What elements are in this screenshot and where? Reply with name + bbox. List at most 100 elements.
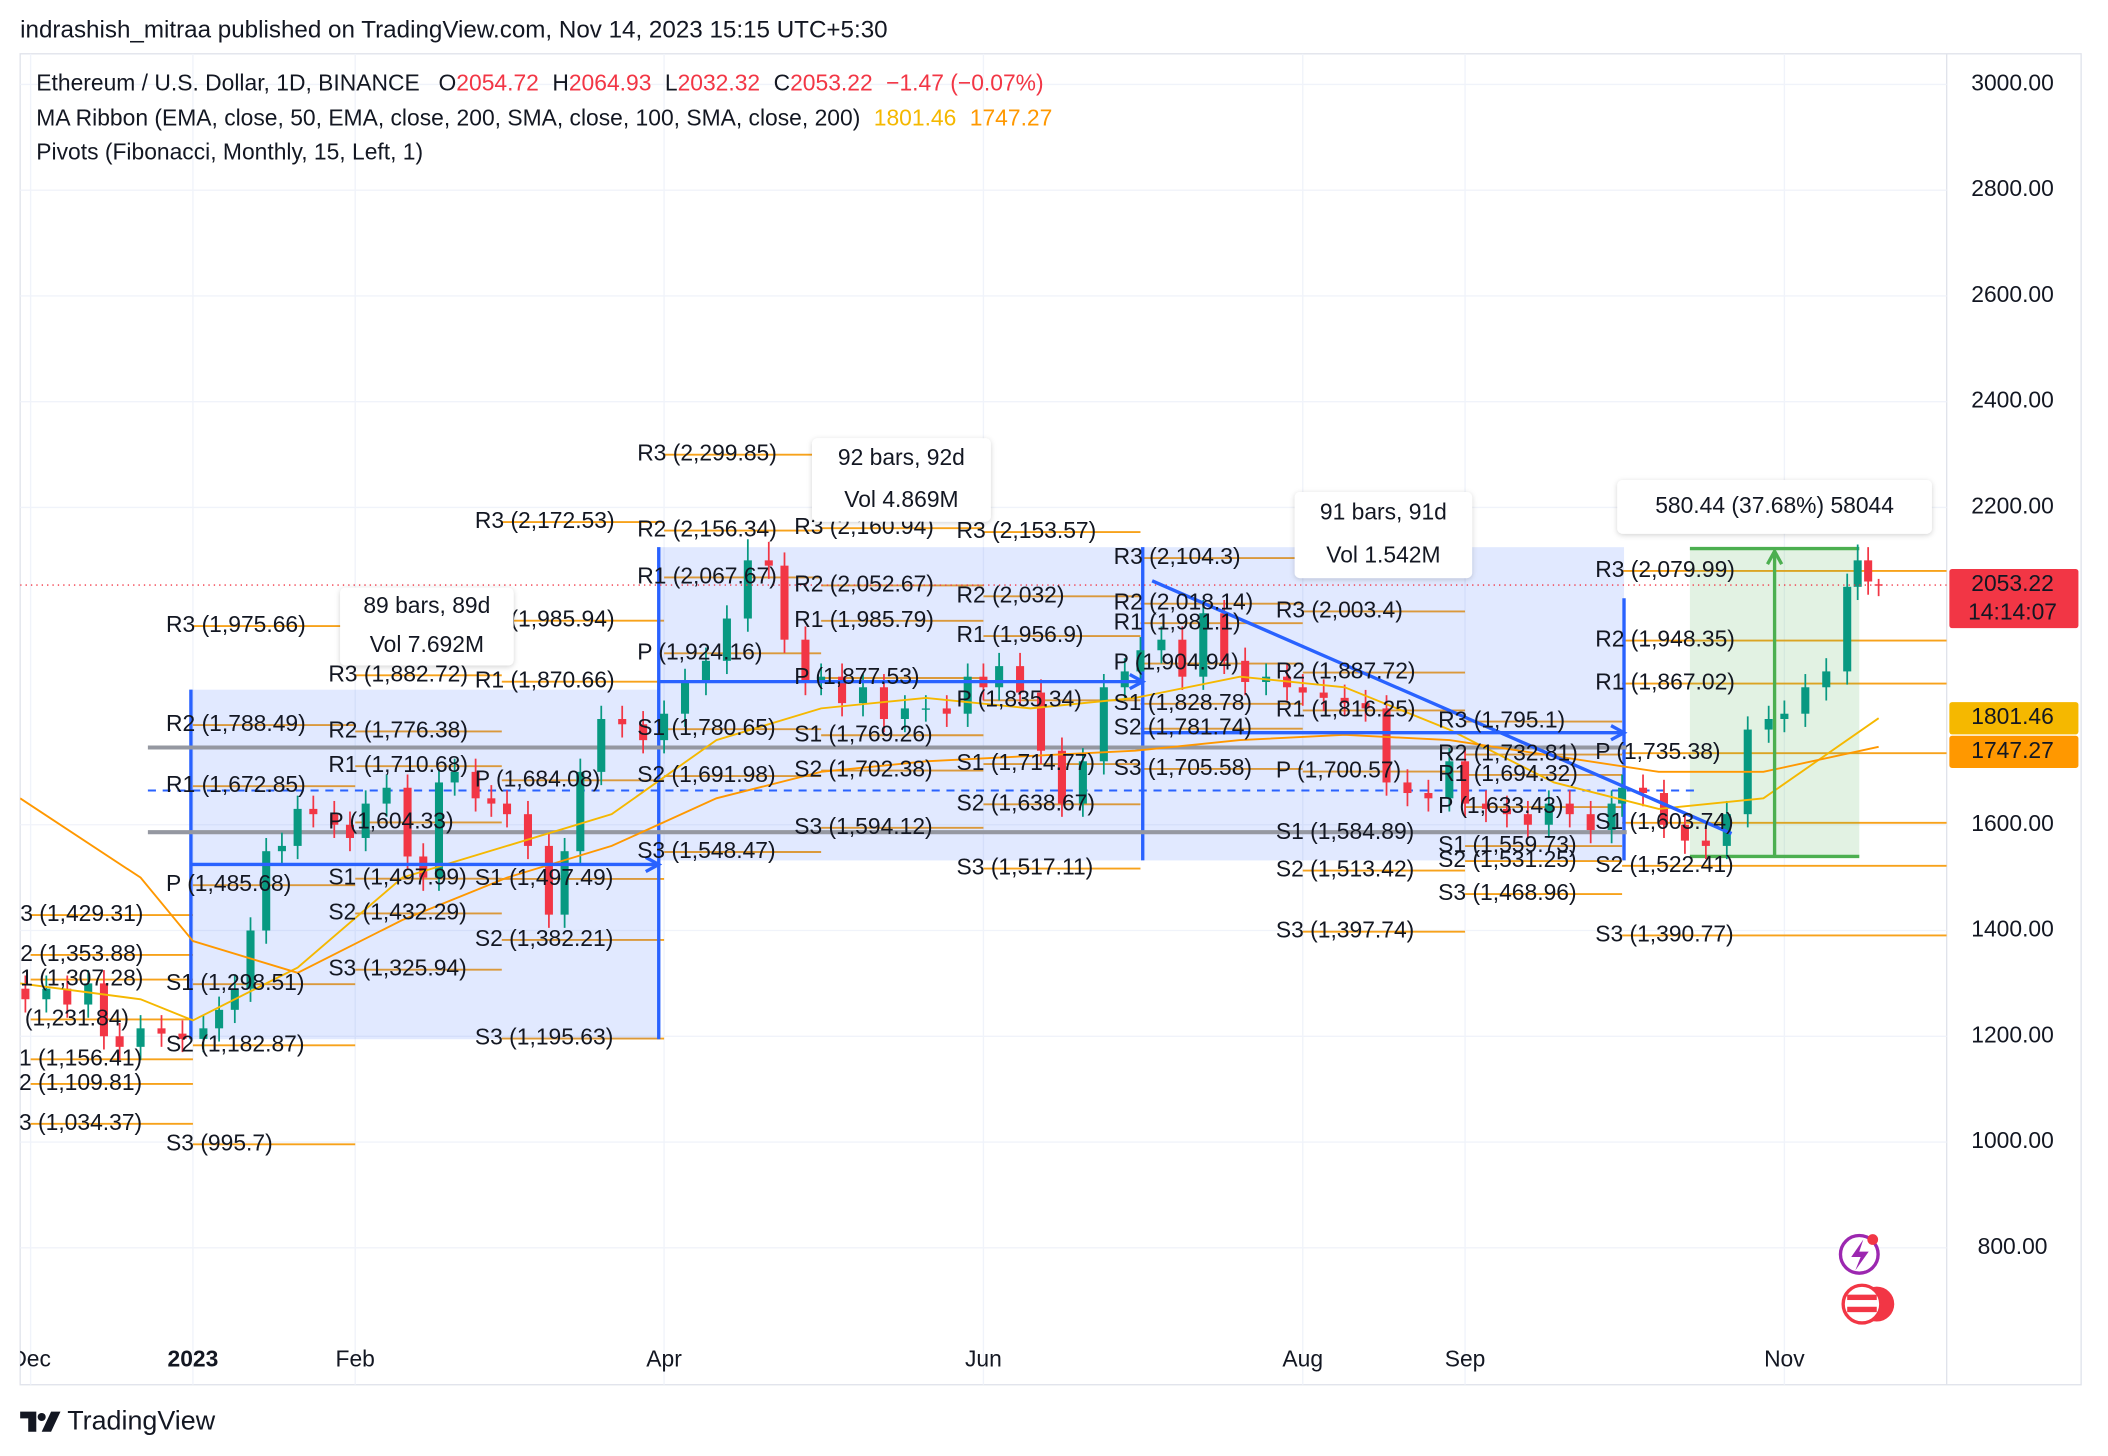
ma-price-label: 1747.27 bbox=[1971, 737, 2054, 763]
candle-body bbox=[995, 666, 1004, 688]
candle-body bbox=[1701, 840, 1710, 846]
pivot-label: S2 (1,702.38) bbox=[794, 756, 932, 782]
publisher: indrashish_mitraa published on TradingVi… bbox=[20, 16, 887, 43]
candle-body bbox=[1424, 793, 1433, 799]
candle-body bbox=[560, 851, 569, 915]
ohlc-value: 2053.22 bbox=[790, 70, 873, 96]
pivot-label: P (1,633.43) bbox=[1438, 792, 1563, 818]
candle-body bbox=[1822, 671, 1831, 688]
candle-body bbox=[1382, 708, 1391, 783]
candle-body bbox=[963, 676, 972, 714]
measure-bars: 89 bars, 89d bbox=[363, 592, 490, 618]
candle-body bbox=[1544, 803, 1553, 825]
pivot-label: R3 (1,975.66) bbox=[166, 611, 306, 637]
pivot-label: S3 (1,195.63) bbox=[475, 1024, 613, 1050]
candle-body bbox=[1565, 803, 1574, 815]
pivot-label: R1 (1,981.1) bbox=[1114, 608, 1241, 634]
brand-logo bbox=[20, 1411, 61, 1432]
pivot-label: R3 (1,429.31) bbox=[4, 900, 144, 926]
candle-body bbox=[309, 808, 318, 815]
pivot-label: R1 (1,870.66) bbox=[475, 667, 615, 693]
pivot-label: S3 (1,594.12) bbox=[794, 813, 932, 839]
candle-body bbox=[660, 713, 669, 741]
pivot-label: S3 (1,705.58) bbox=[1114, 754, 1252, 780]
candle-body bbox=[780, 565, 789, 640]
candle-body bbox=[487, 798, 496, 804]
y-tick-label: 3000.00 bbox=[1971, 69, 2054, 95]
pivot-label: S1 (1,497.49) bbox=[475, 864, 613, 890]
ohlc-value: 2032.32 bbox=[678, 70, 761, 96]
candle-body bbox=[1801, 687, 1810, 714]
candle-body bbox=[1843, 586, 1852, 672]
pivot-label: S1 (1,828.78) bbox=[1114, 689, 1252, 715]
ma-price-badge bbox=[1949, 735, 2079, 768]
trend-line bbox=[1151, 579, 1733, 836]
pivot-label: S3 (1,397.74) bbox=[1276, 917, 1414, 943]
candle-body bbox=[801, 639, 810, 682]
candle-body bbox=[1586, 814, 1595, 831]
pivot-label: P (1,231.84) bbox=[4, 1004, 129, 1030]
ohlc-key: L bbox=[665, 70, 678, 96]
pivot-label: P (1,924.16) bbox=[637, 638, 762, 664]
candle-body bbox=[136, 1028, 145, 1047]
candle-body bbox=[1178, 639, 1187, 677]
ma-price-label: 1801.46 bbox=[1971, 703, 2054, 729]
pivot-label: R2 (2,052.67) bbox=[794, 570, 934, 596]
y-tick-label: 2400.00 bbox=[1971, 387, 2054, 413]
measure-bars: 92 bars, 92d bbox=[838, 444, 965, 470]
candle-body bbox=[345, 824, 355, 838]
icon-flag[interactable] bbox=[1841, 1283, 1883, 1325]
measure-callout bbox=[340, 587, 514, 666]
measure-callout bbox=[1294, 492, 1473, 579]
candle-body bbox=[639, 724, 648, 741]
x-tick-label: Sep bbox=[1445, 1346, 1486, 1372]
candle-body bbox=[701, 660, 710, 682]
price-range-label: 580.44 (37.68%) 58044 bbox=[1655, 492, 1894, 518]
candle-body bbox=[1199, 613, 1208, 677]
candle-body bbox=[1403, 782, 1412, 794]
candle-body bbox=[680, 681, 690, 714]
candle-body bbox=[1298, 687, 1307, 693]
candle-body bbox=[1078, 761, 1087, 804]
candle-body bbox=[63, 988, 72, 1005]
candle-body bbox=[99, 983, 108, 1037]
pivot-label: R1 (1,867.02) bbox=[1595, 669, 1735, 695]
y-tick-label: 800.00 bbox=[1978, 1233, 2048, 1259]
pivot-label: P (1,684.08) bbox=[475, 765, 600, 791]
brand-name: TradingView bbox=[67, 1405, 215, 1435]
candle-body bbox=[1780, 713, 1789, 719]
candle-body bbox=[544, 845, 553, 915]
candle-body bbox=[178, 1033, 187, 1039]
ohlc-key: O bbox=[439, 70, 457, 96]
pivot-label: S1 (1,584.89) bbox=[1276, 818, 1414, 844]
pivot-label: R1 (1,710.68) bbox=[328, 751, 468, 777]
pivot-label: S3 (1,325.94) bbox=[328, 955, 466, 981]
candle-body bbox=[858, 687, 868, 704]
candle-body bbox=[942, 708, 951, 714]
pivot-label: S2 (1,382.21) bbox=[475, 925, 613, 951]
pivot-label: S1 (1,603.74) bbox=[1595, 808, 1733, 834]
ma-legend: MA Ribbon (EMA, close, 50, EMA, close, 2… bbox=[36, 105, 1052, 131]
pivot-label: R3 (2,079.99) bbox=[1595, 556, 1735, 582]
icon-bolt bbox=[1851, 1239, 1869, 1271]
pivot-label: R2 (1,788.49) bbox=[166, 710, 306, 736]
candle-body bbox=[817, 676, 826, 682]
candle-body bbox=[330, 814, 339, 825]
x-tick-label: Jun bbox=[965, 1346, 1002, 1372]
pivot-label: S2 (1,182.87) bbox=[166, 1030, 304, 1056]
brand-logo-dot bbox=[37, 1412, 46, 1422]
candle-body bbox=[764, 560, 773, 566]
candle-body bbox=[576, 771, 585, 852]
candle-body bbox=[1340, 697, 1349, 704]
pivot-legend: Pivots (Fibonacci, Monthly, 15, Left, 1) bbox=[36, 138, 423, 164]
arrow-head bbox=[1610, 724, 1628, 742]
candle-body bbox=[1319, 692, 1328, 698]
pivot-label: S1 (1,714.77) bbox=[957, 749, 1095, 775]
icon-dot bbox=[1867, 1234, 1879, 1245]
pivot-label: S3 (1,034.37) bbox=[4, 1109, 142, 1135]
y-tick-label: 1000.00 bbox=[1971, 1127, 2054, 1153]
toolbar-icons[interactable] bbox=[1838, 1233, 1895, 1325]
candle-body bbox=[1502, 808, 1511, 815]
candle-body bbox=[403, 787, 412, 857]
